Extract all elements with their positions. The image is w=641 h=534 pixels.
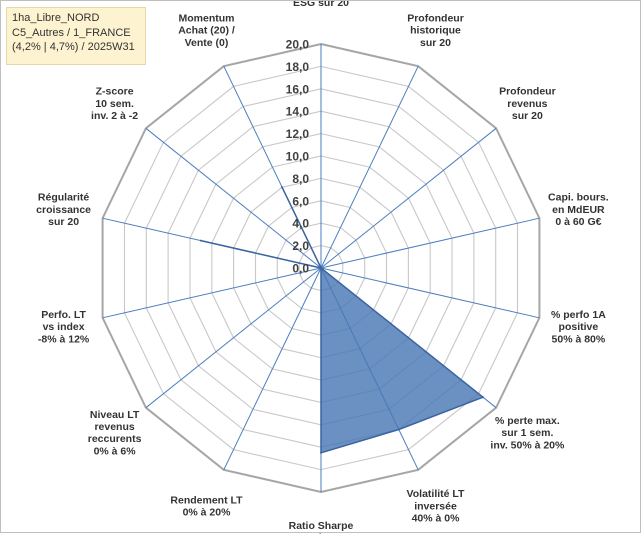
axis-label: Capi. bours. en MdEUR 0 à 60 G€ (548, 192, 609, 228)
series-point (397, 428, 400, 431)
axis-spoke (320, 217, 540, 269)
tick-label: 4,0 (292, 217, 309, 231)
tick-label: 12,0 (286, 127, 310, 141)
tick-label: 6,0 (292, 194, 309, 208)
series-point (320, 267, 322, 269)
axis-spoke (223, 267, 322, 471)
info-line-1: 1ha_Libre_NORD (12, 12, 100, 24)
axis-label: Z-score 10 sem. inv. 2 à -2 (91, 86, 138, 122)
axis-label: Rendement LT 0% à 20% (170, 494, 243, 518)
tick-label: 18,0 (286, 60, 310, 74)
info-line-3: (4,2% | 4,7%) / 2025W31 (12, 41, 135, 53)
tick-label: 0,0 (292, 262, 309, 276)
axis-spoke (320, 65, 419, 269)
axis-spoke (320, 127, 497, 269)
tick-label: 20,0 (286, 38, 310, 52)
axis-label: NoteESG sur 20 (293, 1, 349, 9)
axis-spoke (145, 127, 322, 269)
axis-label: Ratio Sharpe0 à 1 (289, 520, 354, 534)
axis-label: % perfo 1A positive 50% à 80% (551, 309, 606, 345)
axis-spoke (102, 267, 322, 319)
axis-label: Niveau LT revenus reccurents 0% à 6% (88, 409, 142, 458)
axis-label: Profondeur revenus sur 20 (499, 86, 556, 122)
axis-label: Profondeur historique sur 20 (407, 12, 464, 48)
axis-label: Momentum Achat (20) / Vente (0) (178, 12, 235, 48)
axis-label: Régularité croissance sur 20 (36, 192, 91, 228)
info-box: 1ha_Libre_NORD C5_Autres / 1_FRANCE (4,2… (6, 7, 146, 65)
tick-label: 16,0 (286, 82, 310, 96)
tick-label: 10,0 (286, 150, 310, 164)
series-point (482, 396, 484, 399)
tick-label: 14,0 (286, 105, 310, 119)
axis-spoke (320, 267, 540, 319)
axis-label: % perte max. sur 1 sem. inv. 50% à 20% (490, 415, 565, 451)
axis-label: Perfo. LT vs index -8% à 12% (38, 309, 90, 345)
tick-label: 8,0 (292, 172, 309, 186)
series-point (320, 451, 322, 454)
axis-label: Volatilité LT inversée 40% à 0% (407, 488, 466, 524)
series-point (199, 239, 202, 242)
radial-tick-labels: 0,0 2,0 4,0 6,0 8,0 10,0 12,0 14,0 16,0 18,0 20,0 (286, 38, 310, 276)
info-line-2: C5_Autres / 1_FRANCE (12, 26, 131, 39)
axis-spoke (145, 267, 322, 409)
tick-label: 2,0 (292, 239, 309, 253)
series-point (281, 186, 284, 189)
series (199, 186, 484, 454)
